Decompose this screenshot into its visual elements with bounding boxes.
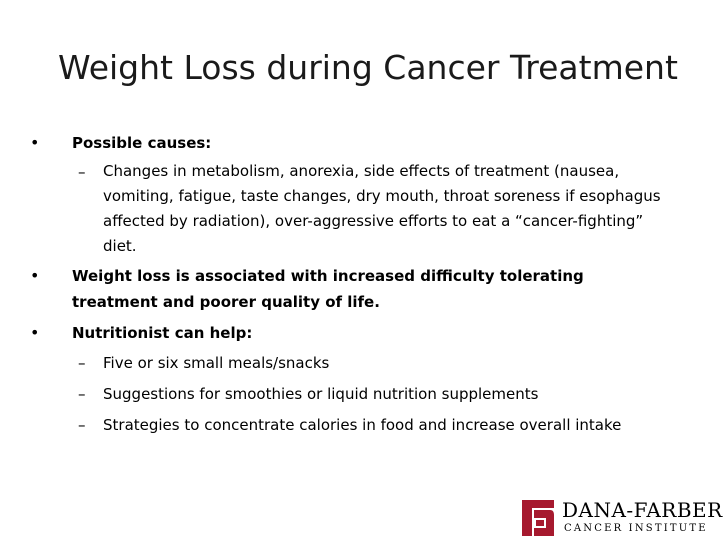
sub-bullet-marker: – [78, 416, 86, 434]
bullet-marker: • [30, 323, 40, 342]
sub-bullet-text: Changes in metabolism, anorexia, side ef… [103, 162, 661, 255]
bullet-text: Possible causes: [72, 134, 212, 152]
bullet-marker: • [30, 133, 40, 152]
logo-name: DANA-FARBER [562, 498, 723, 522]
bullet-marker: • [30, 266, 40, 285]
dana-farber-logo: DANA-FARBER CANCER INSTITUTE [520, 496, 723, 542]
sub-bullet-text: Five or six small meals/snacks [103, 354, 330, 372]
sub-bullet-marker: – [78, 354, 86, 372]
sub-bullet-text: Suggestions for smoothies or liquid nutr… [103, 385, 539, 403]
slide-title: Weight Loss during Cancer Treatment [58, 48, 678, 87]
dana-farber-logo-icon [522, 500, 554, 536]
logo-subtitle: CANCER INSTITUTE [564, 523, 708, 534]
bullet-text: Nutritionist can help: [72, 324, 253, 342]
sub-bullet-marker: – [78, 385, 86, 403]
bullet-text: Weight loss is associated with increased… [72, 267, 584, 311]
sub-bullet-text: Strategies to concentrate calories in fo… [103, 416, 622, 434]
sub-bullet-marker: – [78, 163, 86, 181]
